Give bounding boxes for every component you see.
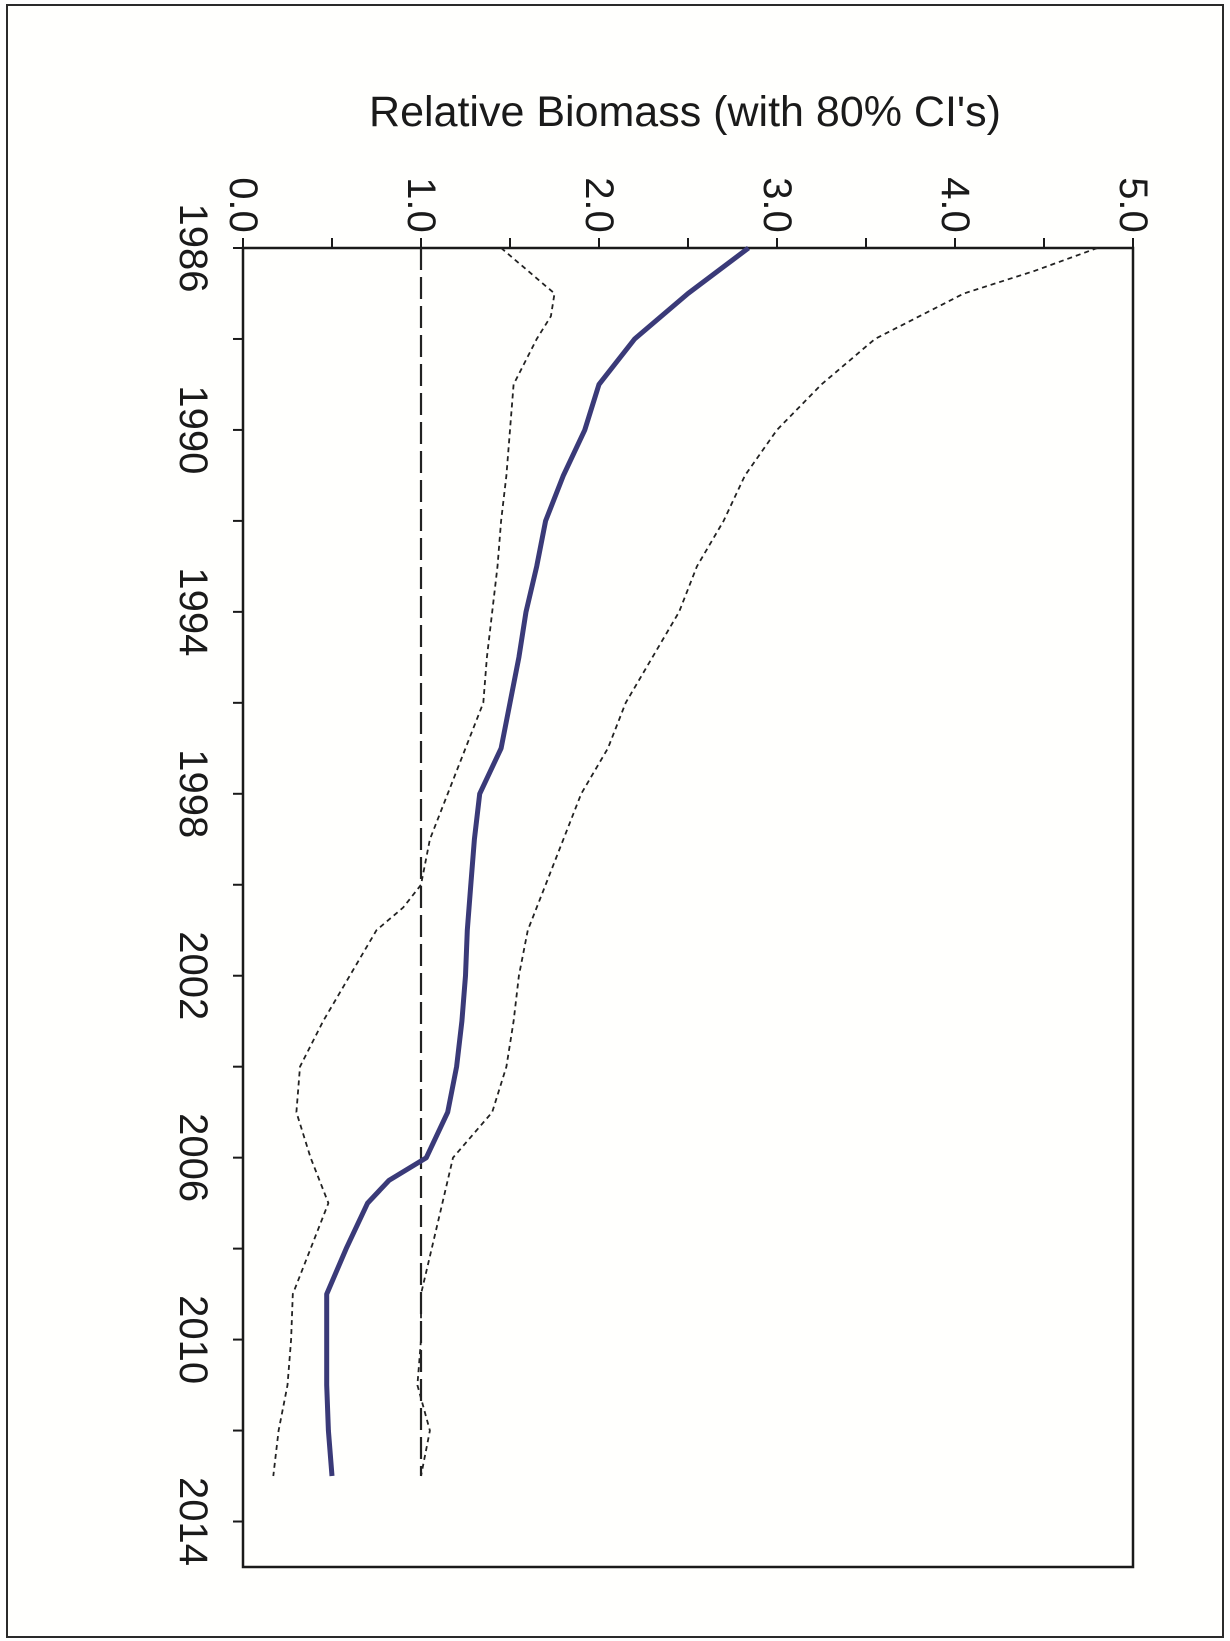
value-tick-label: 3.0 [755, 177, 799, 233]
value-tick-label: 0.0 [221, 177, 265, 233]
year-tick-label: 2006 [171, 1113, 215, 1202]
year-tick-label: 1994 [171, 567, 215, 656]
y-axis-label: Relative Biomass (with 80% CI's) [369, 88, 1001, 136]
upper-ci-line [416, 247, 1098, 1477]
value-tick-label: 4.0 [933, 177, 977, 233]
value-tick-label: 5.0 [1111, 177, 1155, 233]
year-tick-label: 2002 [171, 931, 215, 1020]
year-tick-label: 1990 [171, 385, 215, 474]
year-tick-label: 1986 [171, 204, 215, 293]
estimate-line [324, 246, 751, 1477]
year-tick-label: 2014 [171, 1477, 215, 1566]
year-tick-label: 1998 [171, 749, 215, 838]
value-tick-label: 1.0 [399, 177, 443, 233]
plot-frame [241, 246, 1135, 1569]
year-tick-label: 2010 [171, 1295, 215, 1384]
figure-frame [6, 4, 1224, 1638]
lower-ci-line [272, 247, 556, 1477]
value-tick-label: 2.0 [577, 177, 621, 233]
